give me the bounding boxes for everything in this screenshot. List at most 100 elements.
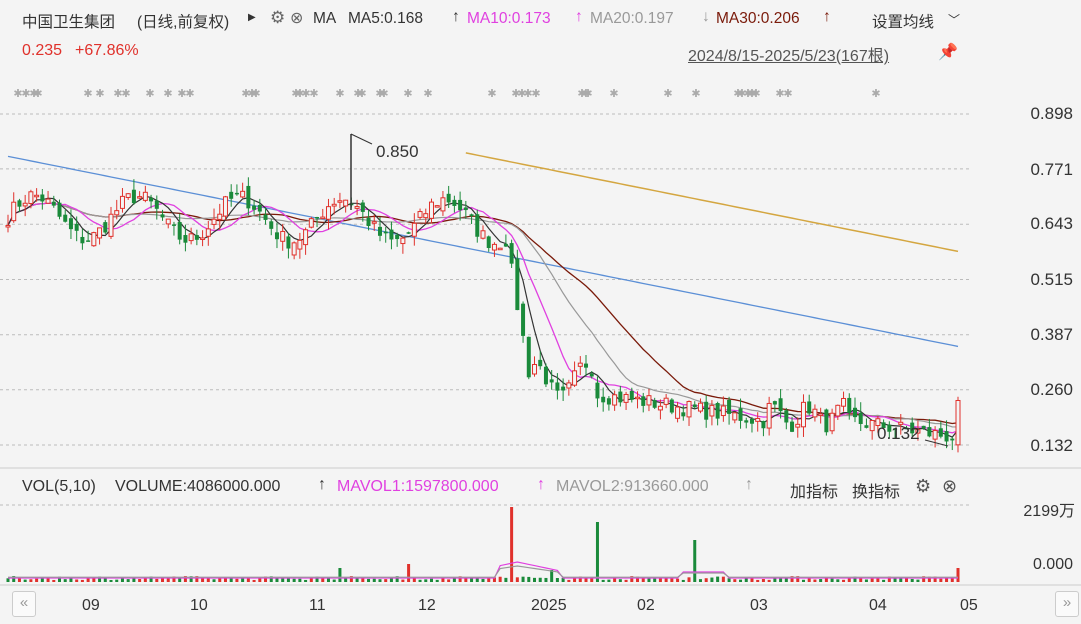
ma-blue-line	[7, 155, 959, 348]
x-tick-label: 12	[418, 597, 436, 614]
volume-bar	[830, 578, 834, 582]
volume-bar	[670, 577, 674, 582]
volume-bar	[86, 577, 90, 582]
candle-body	[509, 243, 514, 264]
settings-ma-button[interactable]: 设置均线	[872, 14, 935, 31]
candle-body	[475, 214, 480, 237]
candle-body	[606, 398, 611, 405]
candle-body	[589, 373, 594, 377]
event-marker: ✱	[301, 88, 310, 100]
candle-body	[829, 412, 835, 432]
switch-indicator-button[interactable]: 换指标	[852, 484, 901, 501]
candle-body	[561, 386, 566, 391]
candles	[5, 177, 961, 453]
volume-bar	[721, 576, 725, 582]
candle-body	[68, 218, 73, 230]
volume-bar	[189, 576, 193, 582]
volume-bar	[750, 577, 754, 582]
event-marker: ✱	[691, 88, 700, 100]
candle-body	[784, 410, 789, 423]
ma20-value: MA20:0.197	[590, 10, 674, 27]
volume-bar	[464, 577, 468, 582]
volume-bar	[309, 578, 313, 582]
volume-bar	[75, 579, 79, 582]
volume-bar	[716, 576, 720, 582]
pin-icon[interactable]: 📌	[938, 44, 958, 61]
candle-body	[761, 420, 766, 429]
candle-body	[119, 195, 125, 209]
candle-body	[103, 222, 108, 233]
low-annotation: 0.132	[877, 424, 920, 443]
candle-body	[526, 336, 531, 378]
candle-body	[727, 399, 732, 414]
volume-bar	[515, 577, 519, 582]
candle-body	[354, 206, 360, 209]
candle-body	[315, 217, 320, 219]
x-tick-label: 09	[82, 597, 100, 614]
volume-bar	[882, 579, 886, 582]
volume-bar	[504, 577, 508, 582]
candle-body	[749, 418, 754, 424]
candle-body	[291, 242, 297, 256]
candle-body	[257, 204, 262, 212]
close-icon[interactable]: ⊗	[942, 476, 958, 496]
event-marker: ✱	[145, 88, 154, 100]
volume-bar	[92, 577, 96, 582]
candle-body	[34, 194, 40, 198]
event-marker: ✱	[783, 88, 792, 100]
event-marker: ✱	[113, 88, 122, 100]
volume-bar	[161, 578, 165, 582]
candle-body	[183, 235, 188, 243]
candle-body	[869, 419, 875, 432]
add-indicator-button[interactable]: 加指标	[790, 484, 839, 501]
scroll-right-button[interactable]: »	[1055, 591, 1079, 617]
volume-bar	[590, 578, 594, 582]
volume-bar	[710, 577, 714, 582]
volume-bar	[698, 579, 702, 582]
volume-bar	[120, 577, 124, 582]
volume-bar	[647, 577, 651, 582]
close-icon[interactable]: ⊗	[290, 10, 304, 27]
candle-body	[720, 405, 726, 417]
event-marker: ✱	[375, 88, 384, 100]
volume-bar	[195, 576, 199, 582]
ma10-arrow-icon: ↑	[575, 8, 583, 25]
volume-bar	[315, 576, 319, 582]
play-icon[interactable]: ▶	[248, 12, 256, 23]
volume-bar	[739, 579, 743, 582]
candle-body	[795, 423, 801, 428]
volume-bar	[372, 578, 376, 582]
volume-bar	[241, 577, 245, 582]
event-marker: ✱	[531, 88, 540, 100]
candle-body	[950, 438, 955, 441]
candle-body	[697, 402, 703, 412]
scroll-left-button[interactable]: «	[12, 591, 36, 617]
y-tick-label: 0.132	[1030, 436, 1073, 455]
event-marker: ✱	[523, 88, 532, 100]
volume-bar	[573, 577, 577, 582]
ma10-value: MA10:0.173	[467, 10, 551, 27]
candle-body	[389, 229, 394, 240]
event-marker: ✱	[511, 88, 520, 100]
candle-body	[458, 199, 463, 211]
chevron-down-icon[interactable]: ﹀	[948, 13, 961, 27]
volume-bar	[836, 579, 840, 582]
volume-bar	[109, 579, 113, 582]
ma-gold-line	[465, 152, 959, 253]
event-marker: ✱	[163, 88, 172, 100]
volume-bar	[527, 576, 531, 582]
event-marker: ✱	[609, 88, 618, 100]
candle-body	[154, 200, 159, 209]
gear-icon[interactable]: ⚙	[270, 8, 286, 27]
volume-bar	[126, 579, 130, 582]
volume-bar	[281, 577, 285, 582]
candle-body	[549, 379, 554, 383]
volume-bar	[475, 578, 479, 582]
candle-body	[411, 222, 417, 237]
low-arrow	[924, 439, 949, 447]
moving-average-lines	[7, 152, 959, 438]
candle-body	[97, 227, 103, 239]
candle-body	[86, 240, 91, 242]
gear-icon[interactable]: ⚙	[915, 476, 932, 496]
